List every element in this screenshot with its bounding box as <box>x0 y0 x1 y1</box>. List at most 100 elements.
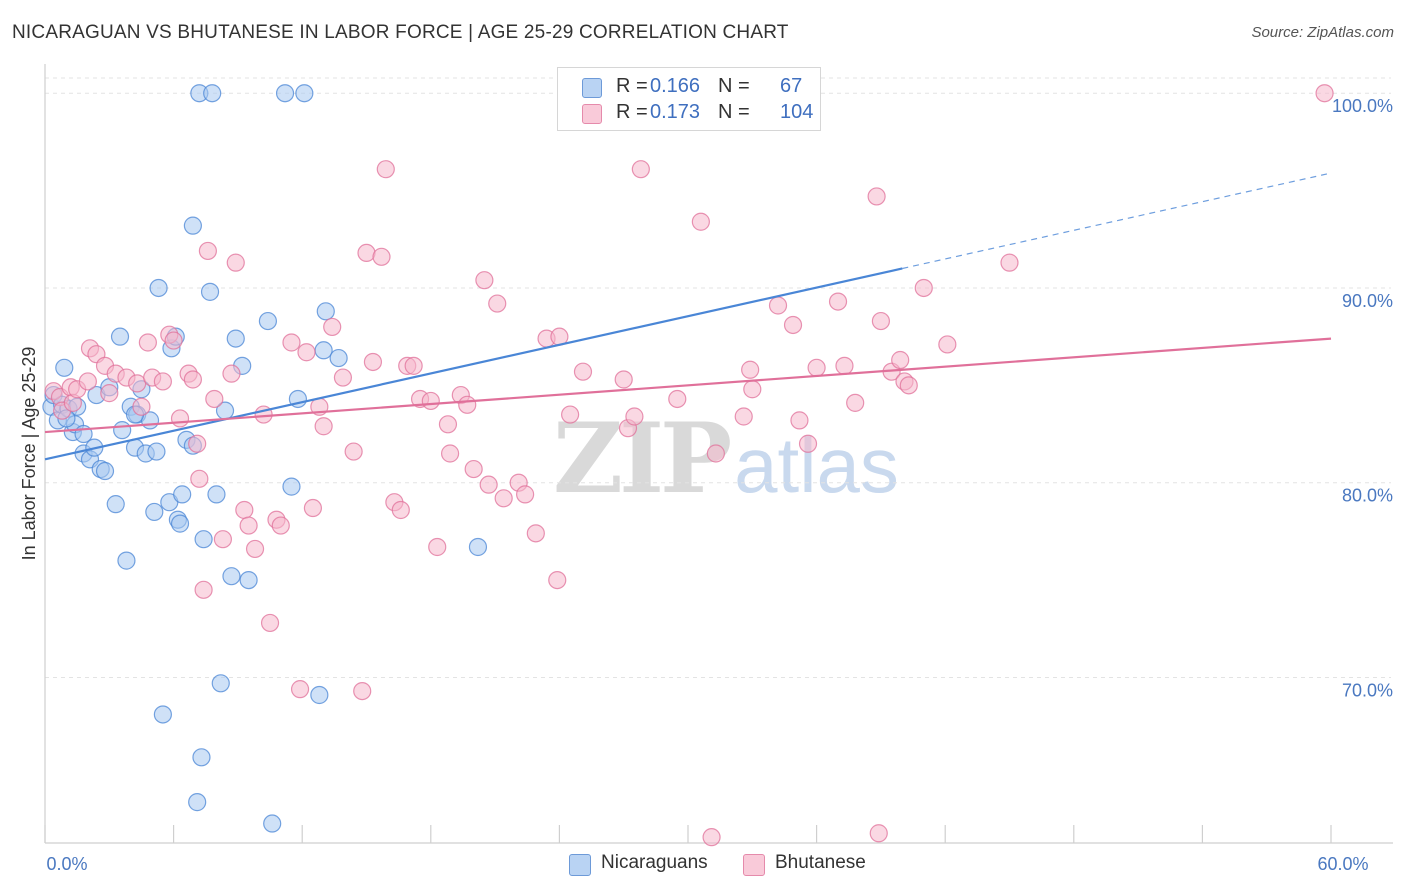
correlation-legend: R = 0.166 N = 67 R = 0.173 N = 104 <box>557 67 821 131</box>
data-point-nicaraguans <box>200 282 220 301</box>
data-point-bhutanese <box>226 253 245 272</box>
data-point-bhutanese <box>314 417 333 436</box>
data-point-nicaraguans <box>192 748 211 767</box>
data-point-bhutanese <box>526 524 545 543</box>
data-point-bhutanese <box>297 343 316 362</box>
data-point-bhutanese <box>625 407 644 426</box>
data-point-nicaraguans <box>222 567 241 586</box>
y-tick-label: 80.0% <box>1342 486 1393 506</box>
data-point-nicaraguans <box>203 84 222 103</box>
data-point-bhutanese <box>702 828 721 847</box>
data-point-bhutanese <box>743 380 762 399</box>
data-point-bhutanese <box>100 384 119 403</box>
data-point-bhutanese <box>734 407 753 426</box>
data-point-nicaraguans <box>468 537 488 557</box>
legend-label-bhutanese: Bhutanese <box>775 852 866 873</box>
axis-layer <box>44 64 1393 844</box>
legend-n-value: 104 <box>780 101 814 123</box>
legend-r-value: 0.166 <box>650 75 701 97</box>
data-point-bhutanese <box>561 405 580 424</box>
data-point-nicaraguans <box>282 477 301 496</box>
y-tick-label: 70.0% <box>1342 680 1393 700</box>
data-point-nicaraguans <box>117 551 136 570</box>
data-point-bhutanese <box>464 459 483 479</box>
legend-swatch-bhutanese <box>743 854 765 876</box>
legend-r-value: 0.173 <box>650 101 701 123</box>
data-point-bhutanese <box>239 516 258 535</box>
data-point-bhutanese <box>188 434 207 453</box>
data-point-bhutanese <box>303 498 323 518</box>
data-point-bhutanese <box>183 370 202 389</box>
data-point-bhutanese <box>1000 253 1019 272</box>
data-point-bhutanese <box>479 475 498 494</box>
data-point-bhutanese <box>807 358 826 377</box>
data-point-bhutanese <box>867 187 886 206</box>
data-point-nicaraguans <box>183 216 202 235</box>
data-point-bhutanese <box>899 376 918 395</box>
data-point-bhutanese <box>391 500 410 520</box>
data-point-bhutanese <box>271 516 290 535</box>
legend-n-label: N = <box>718 101 750 123</box>
data-point-nicaraguans <box>211 674 230 693</box>
data-point-bhutanese <box>440 444 460 463</box>
trend-line-bhutanese <box>44 337 1332 434</box>
data-point-nicaraguans <box>314 341 333 360</box>
data-point-bhutanese <box>869 824 888 843</box>
data-point-bhutanese <box>741 360 760 379</box>
x-tick-label: 0.0% <box>46 854 87 874</box>
data-point-bhutanese <box>614 370 633 389</box>
data-point-nicaraguans <box>258 311 278 331</box>
data-point-bhutanese <box>198 241 217 261</box>
data-point-nicaraguans <box>113 421 132 440</box>
data-point-nicaraguans <box>106 495 125 514</box>
data-point-bhutanese <box>631 160 650 179</box>
data-point-bhutanese <box>428 537 447 557</box>
data-point-nicaraguans <box>329 348 348 368</box>
data-point-nicaraguans <box>194 530 213 549</box>
data-point-nicaraguans <box>275 84 295 103</box>
data-point-bhutanese <box>78 372 97 391</box>
data-point-bhutanese <box>548 570 567 590</box>
data-point-bhutanese <box>494 489 513 508</box>
legend-n-value: 67 <box>780 75 803 97</box>
data-point-nicaraguans <box>147 442 166 461</box>
data-point-bhutanese <box>222 364 241 383</box>
data-point-bhutanese <box>516 485 535 504</box>
data-point-bhutanese <box>404 356 423 375</box>
data-point-nicaraguans <box>295 84 314 103</box>
watermark: ZIPatlas <box>553 402 899 515</box>
data-point-bhutanese <box>421 391 440 411</box>
y-axis-title: In Labor Force | Age 25-29 <box>19 347 39 561</box>
data-point-nicaraguans <box>226 329 245 348</box>
data-point-bhutanese <box>798 434 818 453</box>
data-point-bhutanese <box>768 296 788 315</box>
data-point-bhutanese <box>132 397 151 416</box>
data-point-bhutanese <box>914 278 933 298</box>
data-point-nicaraguans <box>316 302 335 321</box>
data-point-nicaraguans <box>188 793 207 812</box>
watermark-atlas: atlas <box>734 421 899 509</box>
data-point-bhutanese <box>1315 84 1334 103</box>
legend-n-label: N = <box>718 75 750 97</box>
legend-swatch-bhutanese <box>582 104 602 124</box>
data-point-bhutanese <box>372 247 391 266</box>
data-point-nicaraguans <box>145 502 164 522</box>
data-point-bhutanese <box>344 442 363 461</box>
legend-swatch-nicaraguans <box>569 854 591 876</box>
data-point-nicaraguans <box>55 358 74 377</box>
data-point-bhutanese <box>475 271 494 290</box>
data-point-bhutanese <box>138 333 157 352</box>
data-point-bhutanese <box>573 362 593 381</box>
data-point-bhutanese <box>205 389 224 409</box>
data-point-nicaraguans <box>149 278 168 298</box>
data-point-bhutanese <box>245 539 265 559</box>
data-point-bhutanese <box>282 333 301 352</box>
data-point-bhutanese <box>891 350 910 370</box>
source-label: Source: ZipAtlas.com <box>1251 24 1394 41</box>
data-point-nicaraguans <box>310 685 329 705</box>
data-point-bhutanese <box>706 444 725 463</box>
data-point-bhutanese <box>828 292 848 311</box>
data-point-bhutanese <box>363 352 383 372</box>
trend-line-nicaraguans <box>44 267 903 461</box>
